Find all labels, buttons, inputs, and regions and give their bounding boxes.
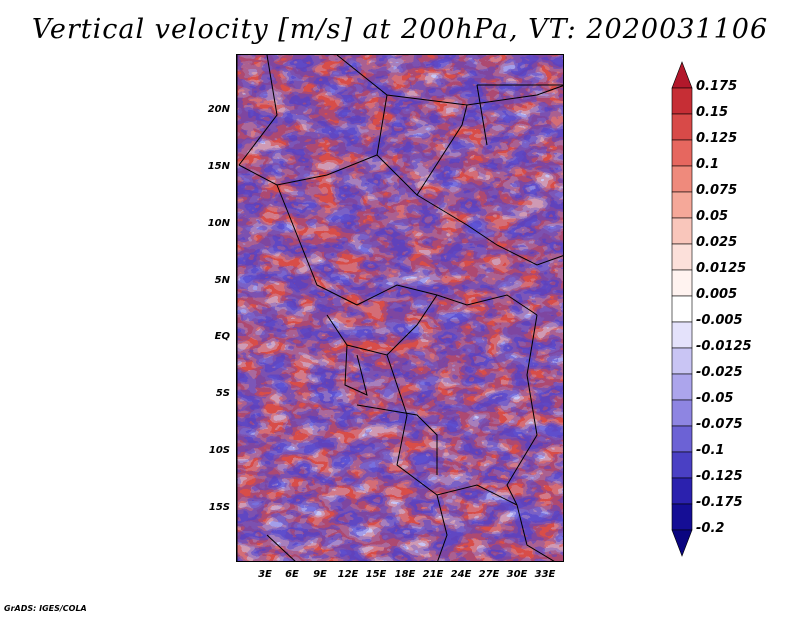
lat-label: 20N <box>207 104 230 115</box>
colorbar-swatch <box>671 61 693 89</box>
lon-label: 21E <box>422 569 444 580</box>
lon-label: 33E <box>534 569 556 580</box>
lon-label: 24E <box>450 569 472 580</box>
lat-label: 15N <box>207 161 230 172</box>
colorbar-swatch <box>671 269 693 297</box>
lat-label: 5N <box>214 275 230 286</box>
colorbar-label: 0.005 <box>696 287 738 302</box>
country-borders <box>237 55 563 561</box>
lat-label: 10S <box>208 445 230 456</box>
colorbar-swatch <box>671 191 693 219</box>
colorbar-swatch <box>671 425 693 453</box>
colorbar-label: -0.005 <box>696 313 743 328</box>
colorbar-label: -0.125 <box>696 469 743 484</box>
colorbar-label: 0.1 <box>696 157 720 172</box>
colorbar-swatch <box>671 451 693 479</box>
colorbar-swatch <box>671 113 693 141</box>
map-panel <box>236 54 564 562</box>
colorbar-swatch <box>671 139 693 167</box>
colorbar-label: 0.075 <box>696 183 738 198</box>
lat-label: 5S <box>215 388 230 399</box>
colorbar-swatch <box>671 373 693 401</box>
colorbar-label: -0.075 <box>696 417 743 432</box>
colorbar-label: -0.1 <box>696 443 725 458</box>
colorbar-swatch <box>671 477 693 505</box>
colorbar-swatch <box>671 321 693 349</box>
colorbar-label: 0.025 <box>696 235 738 250</box>
colorbar-swatch <box>671 217 693 245</box>
colorbar-label: -0.05 <box>696 391 734 406</box>
credit-label: GrADS: IGES/COLA <box>4 604 87 613</box>
colorbar-swatch <box>671 529 693 557</box>
lon-label: 30E <box>506 569 528 580</box>
lon-label: 18E <box>394 569 416 580</box>
colorbar-label: -0.025 <box>696 365 743 380</box>
lon-label: 27E <box>478 569 500 580</box>
colorbar <box>671 61 693 557</box>
colorbar-label: 0.05 <box>696 209 729 224</box>
colorbar-swatch <box>671 347 693 375</box>
colorbar-label: -0.175 <box>696 495 743 510</box>
lat-label: 15S <box>208 502 230 513</box>
colorbar-swatch <box>671 87 693 115</box>
colorbar-label: 0.15 <box>696 105 729 120</box>
colorbar-swatch <box>671 243 693 271</box>
colorbar-swatch <box>671 399 693 427</box>
lat-label: EQ <box>214 331 230 342</box>
chart-title: Vertical velocity [m/s] at 200hPa, VT: 2… <box>31 14 769 45</box>
colorbar-swatch <box>671 295 693 323</box>
colorbar-label: 0.0125 <box>696 261 747 276</box>
colorbar-label: 0.175 <box>696 79 738 94</box>
colorbar-swatch <box>671 503 693 531</box>
lon-label: 9E <box>313 569 327 580</box>
lat-label: 10N <box>207 218 230 229</box>
lon-label: 12E <box>337 569 359 580</box>
colorbar-label: -0.2 <box>696 521 725 536</box>
lon-label: 6E <box>285 569 299 580</box>
lon-label: 3E <box>258 569 272 580</box>
colorbar-label: -0.0125 <box>696 339 752 354</box>
lon-label: 15E <box>365 569 387 580</box>
vertical-velocity-field <box>237 55 563 561</box>
colorbar-swatch <box>671 165 693 193</box>
colorbar-label: 0.125 <box>696 131 738 146</box>
